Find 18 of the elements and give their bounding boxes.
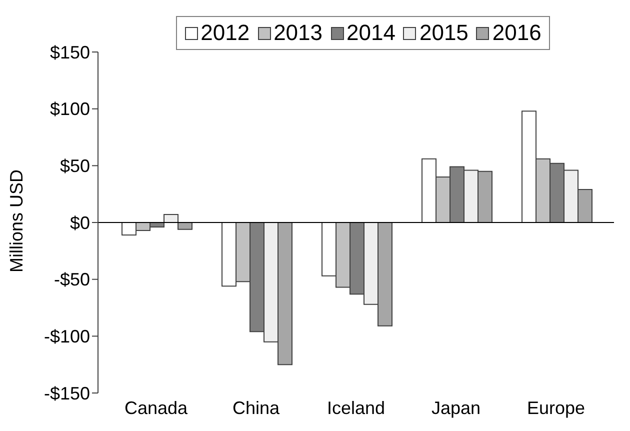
legend-label: 2016 xyxy=(491,20,542,46)
y-tick-label: -$100 xyxy=(44,326,90,347)
x-tick-label: Japan xyxy=(431,398,481,418)
legend-label: 2013 xyxy=(272,20,323,46)
x-tick-label: China xyxy=(232,398,281,418)
y-tick-label: $0 xyxy=(70,212,90,233)
legend-label: 2015 xyxy=(418,20,468,46)
x-tick-label: Iceland xyxy=(326,398,386,418)
y-tick-label: $50 xyxy=(60,156,90,176)
y-tick-label: $150 xyxy=(50,42,90,62)
legend-label: 2012 xyxy=(200,20,250,46)
y-axis-title: Millions USD xyxy=(6,169,26,272)
x-tick-label: Canada xyxy=(124,398,189,418)
y-tick-label: -$50 xyxy=(54,270,90,290)
y-tick-label: $100 xyxy=(50,99,90,120)
legend-label: 2014 xyxy=(346,20,396,46)
x-tick-label: Europe xyxy=(526,398,586,418)
y-tick-label: -$150 xyxy=(44,383,90,404)
